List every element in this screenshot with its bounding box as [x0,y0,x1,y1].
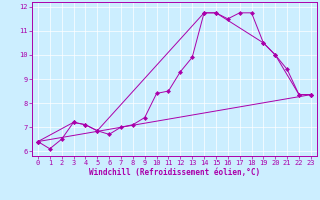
X-axis label: Windchill (Refroidissement éolien,°C): Windchill (Refroidissement éolien,°C) [89,168,260,177]
